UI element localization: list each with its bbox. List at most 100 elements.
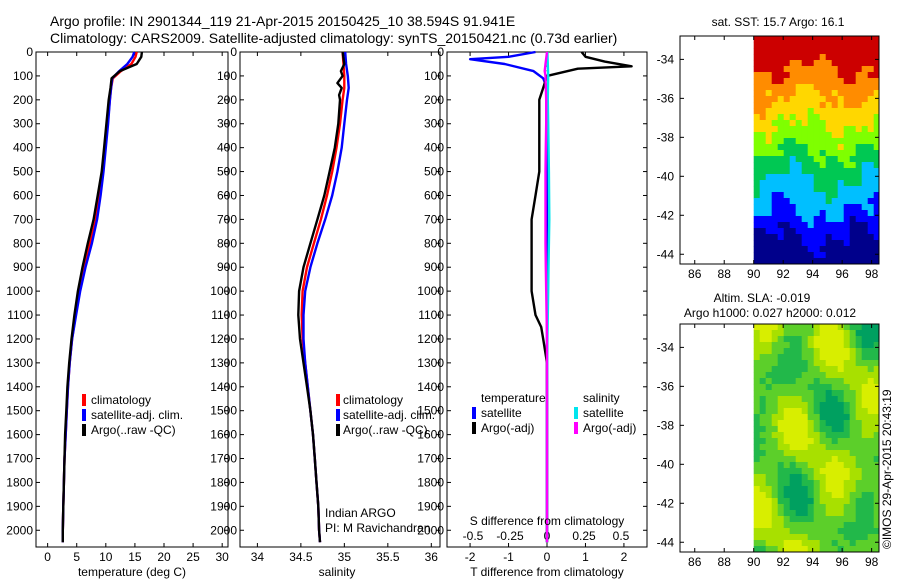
lon-tick-label: 88 <box>718 267 732 281</box>
heatmap-cell <box>837 384 844 391</box>
heatmap-cell <box>789 480 796 487</box>
heatmap-cell <box>855 84 862 91</box>
heatmap-cell <box>867 390 874 397</box>
heatmap-cell <box>861 504 868 511</box>
heatmap-cell <box>873 336 880 343</box>
heatmap-cell <box>771 222 778 229</box>
heatmap-cell <box>753 540 760 547</box>
legend-label-s-satellite: satellite <box>583 406 624 420</box>
heatmap-cell <box>795 354 802 361</box>
heatmap-cell <box>753 66 760 73</box>
heatmap-cell <box>819 204 826 211</box>
heatmap-cell <box>843 252 850 259</box>
heatmap-cell <box>807 480 814 487</box>
heatmap-cell <box>867 486 874 493</box>
heatmap-cell <box>825 84 832 91</box>
heatmap-cell <box>837 36 844 43</box>
heatmap-cell <box>873 156 880 163</box>
heatmap-cell <box>765 540 772 547</box>
heatmap-cell <box>831 546 838 553</box>
heatmap-cell <box>777 198 784 205</box>
heatmap-cell <box>783 432 790 439</box>
heatmap-cell <box>843 186 850 193</box>
heatmap-cell <box>807 96 814 103</box>
heatmap-cell <box>855 384 862 391</box>
heatmap-cell <box>753 528 760 535</box>
heatmap-cell <box>807 60 814 67</box>
heatmap-cell <box>831 66 838 73</box>
heatmap-cell <box>843 426 850 433</box>
heatmap-cell <box>783 468 790 475</box>
heatmap-cell <box>765 516 772 523</box>
heatmap-cell <box>813 258 820 265</box>
heatmap-cell <box>789 210 796 217</box>
heatmap-cell <box>753 54 760 61</box>
heatmap-cell <box>831 366 838 373</box>
heatmap-cell <box>837 78 844 85</box>
heatmap-cell <box>813 534 820 541</box>
heatmap-cell <box>789 60 796 67</box>
heatmap-cell <box>801 348 808 355</box>
heatmap-cell <box>759 348 766 355</box>
program-note: Indian ARGO <box>325 506 396 520</box>
heatmap-cell <box>795 408 802 415</box>
heatmap-cell <box>831 186 838 193</box>
heatmap-cell <box>837 42 844 49</box>
heatmap-cell <box>843 60 850 67</box>
heatmap-cell <box>855 360 862 367</box>
depth-tick-label: 1700 <box>210 452 237 466</box>
heatmap-cell <box>867 498 874 505</box>
heatmap-cell <box>759 66 766 73</box>
heatmap-cell <box>795 444 802 451</box>
heatmap-cell <box>807 120 814 127</box>
heatmap-cell <box>873 252 880 259</box>
heatmap-cell <box>813 426 820 433</box>
heatmap-cell <box>753 102 760 109</box>
heatmap-cell <box>771 246 778 253</box>
heatmap-cell <box>873 48 880 55</box>
heatmap-cell <box>855 372 862 379</box>
depth-tick-label: 500 <box>13 165 33 179</box>
heatmap-cell <box>801 78 808 85</box>
heatmap-cell <box>807 438 814 445</box>
heatmap-cell <box>849 438 856 445</box>
heatmap-cell <box>771 480 778 487</box>
heatmap-cell <box>873 342 880 349</box>
heatmap-cell <box>819 192 826 199</box>
s-diff-tick-label: -0.5 <box>463 529 484 543</box>
heatmap-cell <box>843 432 850 439</box>
heatmap-cell <box>777 120 784 127</box>
heatmap-cell <box>783 348 790 355</box>
heatmap-cell <box>801 216 808 223</box>
depth-tick-label: 400 <box>13 141 33 155</box>
heatmap-cell <box>819 138 826 145</box>
heatmap-cell <box>873 402 880 409</box>
heatmap-cell <box>813 162 820 169</box>
heatmap-cell <box>855 90 862 97</box>
heatmap-cell <box>825 204 832 211</box>
heatmap-cell <box>807 492 814 499</box>
heatmap-cell <box>783 132 790 139</box>
heatmap-cell <box>753 534 760 541</box>
heatmap-cell <box>789 348 796 355</box>
heatmap-cell <box>759 138 766 145</box>
heatmap-cell <box>807 348 814 355</box>
heatmap-cell <box>873 66 880 73</box>
heatmap-cell <box>855 252 862 259</box>
heatmap-cell <box>831 336 838 343</box>
heatmap-cell <box>813 48 820 55</box>
heatmap-cell <box>771 102 778 109</box>
heatmap-cell <box>807 504 814 511</box>
heatmap-cell <box>765 360 772 367</box>
heatmap-cell <box>783 210 790 217</box>
depth-tick-label: 100 <box>424 69 444 83</box>
heatmap-cell <box>783 534 790 541</box>
heatmap-cell <box>831 54 838 61</box>
heatmap-cell <box>867 66 874 73</box>
heatmap-cell <box>759 174 766 181</box>
heatmap-cell <box>855 150 862 157</box>
heatmap-cell <box>873 150 880 157</box>
heatmap-cell <box>849 372 856 379</box>
heatmap-cell <box>849 498 856 505</box>
heatmap-cell <box>837 402 844 409</box>
